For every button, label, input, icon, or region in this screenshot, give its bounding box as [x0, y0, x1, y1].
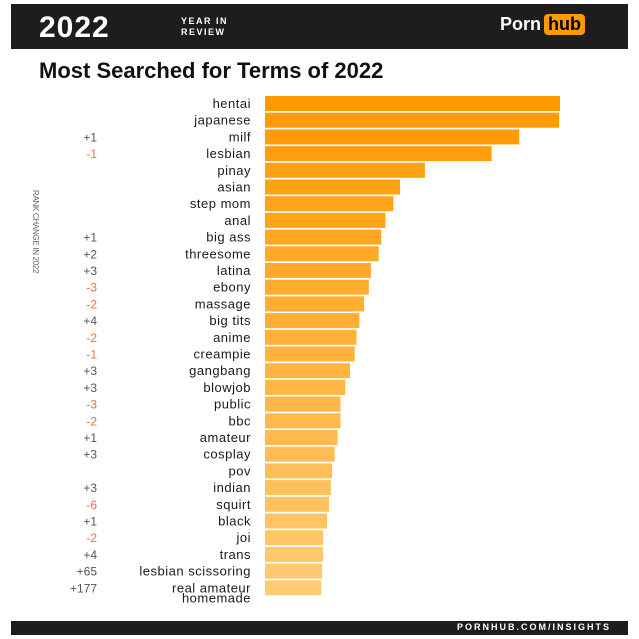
rank-change-label: +3	[83, 448, 97, 462]
header-bar: 2022 YEAR IN REVIEW Porn hub	[11, 4, 628, 49]
bar-cosplay	[265, 446, 335, 462]
term-label: blowjob	[203, 380, 251, 395]
term-label: japanese	[193, 113, 251, 128]
bar-squirt	[265, 496, 329, 512]
rank-change-label: +3	[83, 381, 97, 395]
footer-url: PORNHUB.COM/INSIGHTS	[456, 622, 611, 632]
rank-change-label: +4	[83, 314, 97, 328]
term-label: joi	[235, 530, 251, 545]
rank-change-label: +2	[83, 247, 97, 261]
term-label: public	[214, 397, 251, 412]
rank-change-label: +3	[83, 364, 97, 378]
bar-anime	[265, 329, 357, 345]
term-label: cosplay	[203, 447, 251, 462]
rank-change-label: +177	[70, 581, 97, 595]
rank-change-label: -2	[86, 531, 97, 545]
term-label: massage	[195, 296, 251, 311]
bar-massage	[265, 296, 365, 312]
year-badge: 2022	[39, 11, 110, 44]
year-subtitle-line1: YEAR IN	[181, 16, 229, 26]
term-label: amateur	[200, 430, 251, 445]
bar-lesbian	[265, 146, 492, 162]
term-label-line2: homemade	[182, 590, 251, 605]
bar-step-mom	[265, 196, 394, 212]
bar-black	[265, 513, 327, 529]
rank-change-label: -2	[86, 297, 97, 311]
rank-change-label: -3	[86, 281, 97, 295]
term-label: indian	[213, 480, 251, 495]
bar-ebony	[265, 279, 369, 295]
term-label: trans	[220, 547, 251, 562]
term-label: ebony	[213, 280, 251, 295]
chart-title: Most Searched for Terms of 2022	[39, 58, 384, 83]
bar-real-amateur-homemade	[265, 580, 322, 596]
rank-change-label: -3	[86, 398, 97, 412]
bar-creampie	[265, 346, 355, 362]
bar-japanese	[265, 112, 560, 128]
bar-threesome	[265, 246, 379, 262]
footer-bar: PORNHUB.COM/INSIGHTS	[11, 621, 628, 635]
brand-logo-badge: hub	[544, 14, 586, 35]
term-label: milf	[229, 129, 251, 144]
rank-change-label: -1	[86, 348, 97, 362]
term-label: anime	[213, 330, 251, 345]
bar-milf	[265, 129, 520, 145]
rank-change-label: +1	[83, 515, 97, 529]
bar-anal	[265, 212, 386, 228]
bar-amateur	[265, 430, 338, 445]
bar-gangbang	[265, 363, 350, 379]
term-label: lesbian	[206, 146, 251, 161]
bar-pinay	[265, 162, 425, 178]
bar-chart: hentaijapanesemilf+1lesbian-1pinayasians…	[70, 96, 560, 605]
rank-change-label: -1	[86, 147, 97, 161]
rank-change-label: +3	[83, 264, 97, 278]
term-label: gangbang	[189, 363, 251, 378]
brand-logo: Porn hub	[500, 14, 586, 35]
term-label: step mom	[190, 196, 251, 211]
brand-logo-text: Porn	[500, 14, 542, 34]
bar-blowjob	[265, 379, 346, 395]
rank-change-label: -2	[86, 331, 97, 345]
bar-big-tits	[265, 313, 360, 329]
term-label: latina	[217, 263, 251, 278]
bar-bbc	[265, 413, 341, 429]
rank-change-label: -6	[86, 498, 97, 512]
bar-asian	[265, 179, 401, 195]
term-label: pinay	[217, 163, 251, 178]
bar-hentai	[265, 96, 560, 111]
bar-lesbian-scissoring	[265, 563, 323, 579]
bar-trans	[265, 546, 324, 562]
term-label-line1: real amateur	[172, 580, 251, 595]
year-in-review-label: YEAR IN REVIEW	[181, 16, 228, 38]
bar-indian	[265, 480, 331, 496]
rank-change-label: +1	[83, 431, 97, 445]
rank-change-label: -2	[86, 414, 97, 428]
term-label: big tits	[209, 313, 251, 328]
term-label: lesbian scissoring	[139, 564, 251, 579]
term-label: threesome	[185, 246, 251, 261]
rank-change-label: +1	[83, 130, 97, 144]
bar-joi	[265, 530, 324, 546]
term-label: black	[218, 514, 251, 529]
bar-latina	[265, 263, 371, 278]
rank-change-label: +4	[83, 548, 97, 562]
bar-pov	[265, 463, 332, 479]
term-label: hentai	[213, 96, 251, 111]
term-label: creampie	[194, 347, 251, 362]
year-subtitle-line2: REVIEW	[181, 27, 226, 37]
rank-change-label: +1	[83, 231, 97, 245]
rank-change-label: +65	[77, 565, 98, 579]
term-label: squirt	[216, 497, 251, 512]
bar-public	[265, 396, 341, 412]
term-label: anal	[224, 213, 251, 228]
term-label: pov	[229, 463, 251, 478]
bar-big-ass	[265, 229, 382, 245]
term-label: big ass	[206, 230, 251, 245]
rank-change-label: +3	[83, 481, 97, 495]
term-label: bbc	[229, 413, 251, 428]
term-label: asian	[217, 180, 251, 195]
infographic-frame: 2022 YEAR IN REVIEW Porn hub Most Search…	[11, 4, 628, 635]
